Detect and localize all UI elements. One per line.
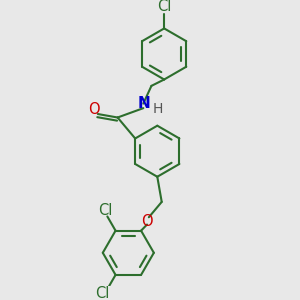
- Text: Cl: Cl: [98, 202, 113, 217]
- Text: Cl: Cl: [95, 286, 109, 300]
- Text: O: O: [88, 102, 100, 117]
- Text: N: N: [138, 96, 151, 111]
- Text: H: H: [153, 102, 163, 116]
- Text: Cl: Cl: [157, 0, 171, 14]
- Text: O: O: [141, 214, 153, 229]
